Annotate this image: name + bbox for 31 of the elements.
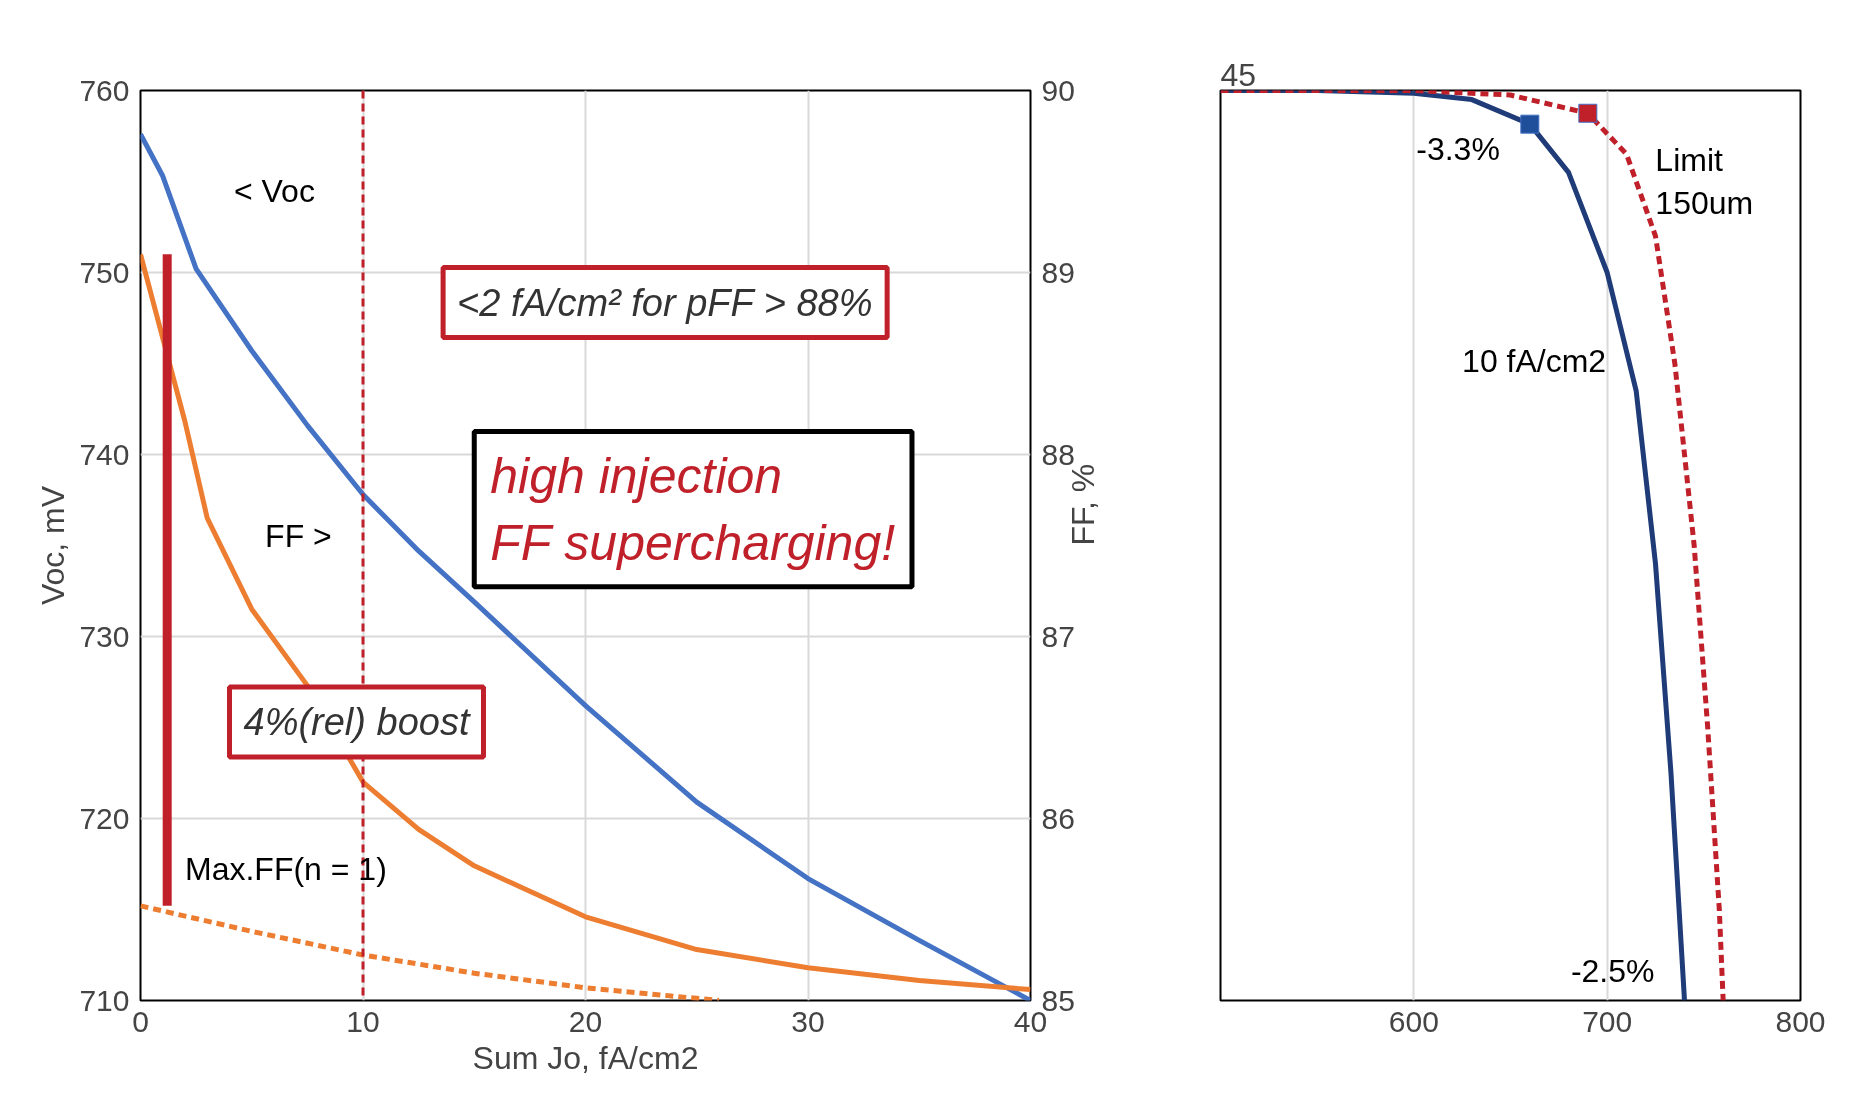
annotation: Limit 150um: [1655, 141, 1754, 222]
annotation: -2.5%: [1570, 952, 1655, 989]
y-tick-label: 720: [79, 801, 130, 835]
annotation: high injection FF supercharging!: [490, 447, 896, 571]
annotation: <2 fA/cm² for pFF > 88%: [457, 281, 873, 324]
x-tick-label: 600: [1388, 1004, 1439, 1038]
y-axis-title: Voc, mV: [35, 485, 72, 606]
y-tick-label: 750: [79, 255, 130, 289]
y-tick-label: 710: [79, 983, 130, 1017]
x-axis-title: Sum Jo, fA/cm2: [472, 1039, 699, 1076]
y2-tick-label: 90: [1041, 73, 1075, 107]
y2-tick-label: 87: [1041, 619, 1075, 653]
x-tick-label: 800: [1775, 1004, 1826, 1038]
annotation: Max.FF(n = 1): [185, 850, 387, 887]
x-tick-label: 20: [568, 1004, 603, 1038]
y-tick-label: 730: [79, 619, 130, 653]
annotation: 4%(rel) boost: [243, 701, 471, 744]
annotation: 10 fA/cm2: [1462, 342, 1607, 379]
x-tick-label: 30: [791, 1004, 825, 1038]
annotation: -3.3%: [1416, 131, 1500, 168]
y2-tick-label: 89: [1041, 255, 1075, 289]
y2-tick-label: 88: [1041, 437, 1075, 471]
x-tick-label: 10: [346, 1004, 380, 1038]
y-tick-label: 760: [79, 73, 130, 107]
x-tick-label: 700: [1582, 1004, 1633, 1038]
annotation: FF >: [265, 518, 332, 555]
x-tick-label: 0: [132, 1004, 149, 1038]
y-tick-label: 740: [79, 437, 130, 471]
y2-tick-label: 86: [1041, 801, 1075, 835]
annotation: < Voc: [233, 172, 315, 209]
annotation: 45: [1220, 56, 1257, 93]
